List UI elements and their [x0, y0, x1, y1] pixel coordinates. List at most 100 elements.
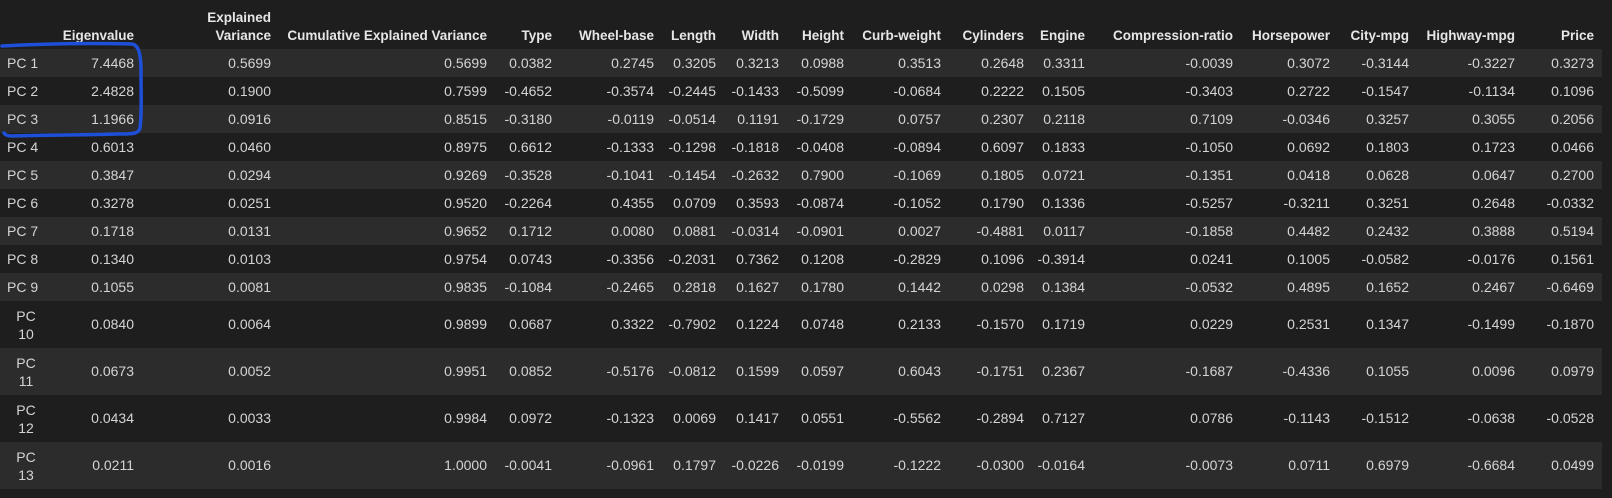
cell-price: 0.2700	[1523, 161, 1602, 189]
cell-cylinders: 0.6097	[949, 133, 1032, 161]
cell-height: 0.1208	[787, 245, 852, 273]
cell-horsepower: 0.2722	[1241, 77, 1338, 105]
cell-eigenvalue: 0.0840	[52, 301, 142, 348]
cell-compression: -0.0532	[1093, 273, 1241, 301]
cell-wheelbase: -0.5176	[560, 348, 662, 395]
cell-engine: 0.0117	[1032, 217, 1093, 245]
cell-eigenvalue: 7.4468	[52, 49, 142, 77]
cell-citympg: 0.1055	[1338, 348, 1417, 395]
cell-curbweight: -0.2829	[852, 245, 949, 273]
cell-type: -0.0041	[495, 442, 560, 489]
cell-wheelbase: -0.2465	[560, 273, 662, 301]
cell-explained: 0.5699	[142, 49, 279, 77]
column-header: Compression-ratio	[1093, 0, 1241, 49]
cell-length: -0.2031	[662, 245, 724, 273]
cell-curbweight: -0.1069	[852, 161, 949, 189]
pca-results-table: Eigenvalue Explained Variance Cumulative…	[0, 0, 1602, 489]
cell-price: -0.6469	[1523, 273, 1602, 301]
cell-engine: 0.2118	[1032, 105, 1093, 133]
cell-curbweight: -0.5562	[852, 395, 949, 442]
cell-eigenvalue: 0.3278	[52, 189, 142, 217]
cell-price: -0.1870	[1523, 301, 1602, 348]
table-row: PC 11 0.0673 0.0052 0.9951 0.0852 -0.5176 -0.0…	[0, 348, 1602, 395]
cell-length: 0.0881	[662, 217, 724, 245]
column-header: Width	[724, 0, 787, 49]
column-header: Cumulative Explained Variance	[279, 0, 495, 49]
cell-length: 0.3205	[662, 49, 724, 77]
cell-height: 0.7900	[787, 161, 852, 189]
column-header: Price	[1523, 0, 1602, 49]
cell-price: 0.0979	[1523, 348, 1602, 395]
cell-type: 0.1712	[495, 217, 560, 245]
cell-width: 0.7362	[724, 245, 787, 273]
cell-cylinders: -0.1751	[949, 348, 1032, 395]
cell-citympg: -0.3144	[1338, 49, 1417, 77]
column-header: Horsepower	[1241, 0, 1338, 49]
cell-cylinders: 0.2648	[949, 49, 1032, 77]
cell-type: -0.1084	[495, 273, 560, 301]
cell-explained: 0.0016	[142, 442, 279, 489]
cell-highwaympg: 0.0096	[1417, 348, 1523, 395]
row-index-label: PC 5	[0, 161, 52, 189]
row-index-label: PC 11	[0, 348, 52, 395]
cell-horsepower: -0.0346	[1241, 105, 1338, 133]
cell-curbweight: -0.1222	[852, 442, 949, 489]
cell-citympg: 0.6979	[1338, 442, 1417, 489]
cell-citympg: 0.2432	[1338, 217, 1417, 245]
cell-width: -0.2632	[724, 161, 787, 189]
cell-cylinders: 0.1096	[949, 245, 1032, 273]
cell-curbweight: 0.1442	[852, 273, 949, 301]
cell-length: -0.1454	[662, 161, 724, 189]
cell-citympg: -0.1547	[1338, 77, 1417, 105]
row-index-label: PC 12	[0, 395, 52, 442]
cell-length: -0.2445	[662, 77, 724, 105]
cell-horsepower: 0.4895	[1241, 273, 1338, 301]
cell-cylinders: 0.2307	[949, 105, 1032, 133]
cell-citympg: 0.1652	[1338, 273, 1417, 301]
cell-horsepower: -0.3211	[1241, 189, 1338, 217]
cell-explained: 0.0033	[142, 395, 279, 442]
cell-width: 0.1224	[724, 301, 787, 348]
cell-explained: 0.0131	[142, 217, 279, 245]
cell-compression: -0.0073	[1093, 442, 1241, 489]
cell-citympg: -0.0582	[1338, 245, 1417, 273]
cell-wheelbase: -0.3574	[560, 77, 662, 105]
cell-highwaympg: 0.2467	[1417, 273, 1523, 301]
cell-engine: -0.0164	[1032, 442, 1093, 489]
cell-horsepower: 0.1005	[1241, 245, 1338, 273]
cell-citympg: 0.1803	[1338, 133, 1417, 161]
cell-type: -0.3180	[495, 105, 560, 133]
cell-eigenvalue: 0.1718	[52, 217, 142, 245]
cell-engine: 0.1719	[1032, 301, 1093, 348]
cell-wheelbase: -0.0961	[560, 442, 662, 489]
cell-length: -0.7902	[662, 301, 724, 348]
row-index-label: PC 6	[0, 189, 52, 217]
cell-compression: -0.1050	[1093, 133, 1241, 161]
cell-length: -0.1298	[662, 133, 724, 161]
table-row: PC 9 0.1055 0.0081 0.9835 -0.1084 -0.2465 0.28…	[0, 273, 1602, 301]
row-index-label: PC 1	[0, 49, 52, 77]
cell-price: -0.0332	[1523, 189, 1602, 217]
cell-horsepower: 0.3072	[1241, 49, 1338, 77]
column-header: Engine	[1032, 0, 1093, 49]
cell-engine: 0.0721	[1032, 161, 1093, 189]
cell-horsepower: -0.1143	[1241, 395, 1338, 442]
cell-type: -0.3528	[495, 161, 560, 189]
cell-explained: 0.0460	[142, 133, 279, 161]
cell-wheelbase: 0.0080	[560, 217, 662, 245]
cell-type: 0.0743	[495, 245, 560, 273]
cell-engine: 0.7127	[1032, 395, 1093, 442]
cell-citympg: 0.3251	[1338, 189, 1417, 217]
cell-compression: 0.7109	[1093, 105, 1241, 133]
table-header: Eigenvalue Explained Variance Cumulative…	[0, 0, 1602, 49]
cell-length: -0.0812	[662, 348, 724, 395]
cell-type: 0.0382	[495, 49, 560, 77]
cell-eigenvalue: 0.0673	[52, 348, 142, 395]
cell-highwaympg: -0.6684	[1417, 442, 1523, 489]
cell-engine: 0.1384	[1032, 273, 1093, 301]
cell-compression: 0.0786	[1093, 395, 1241, 442]
cell-explained: 0.0052	[142, 348, 279, 395]
cell-width: 0.3593	[724, 189, 787, 217]
table-row: PC 12 0.0434 0.0033 0.9984 0.0972 -0.1323 0.00…	[0, 395, 1602, 442]
cell-engine: -0.3914	[1032, 245, 1093, 273]
